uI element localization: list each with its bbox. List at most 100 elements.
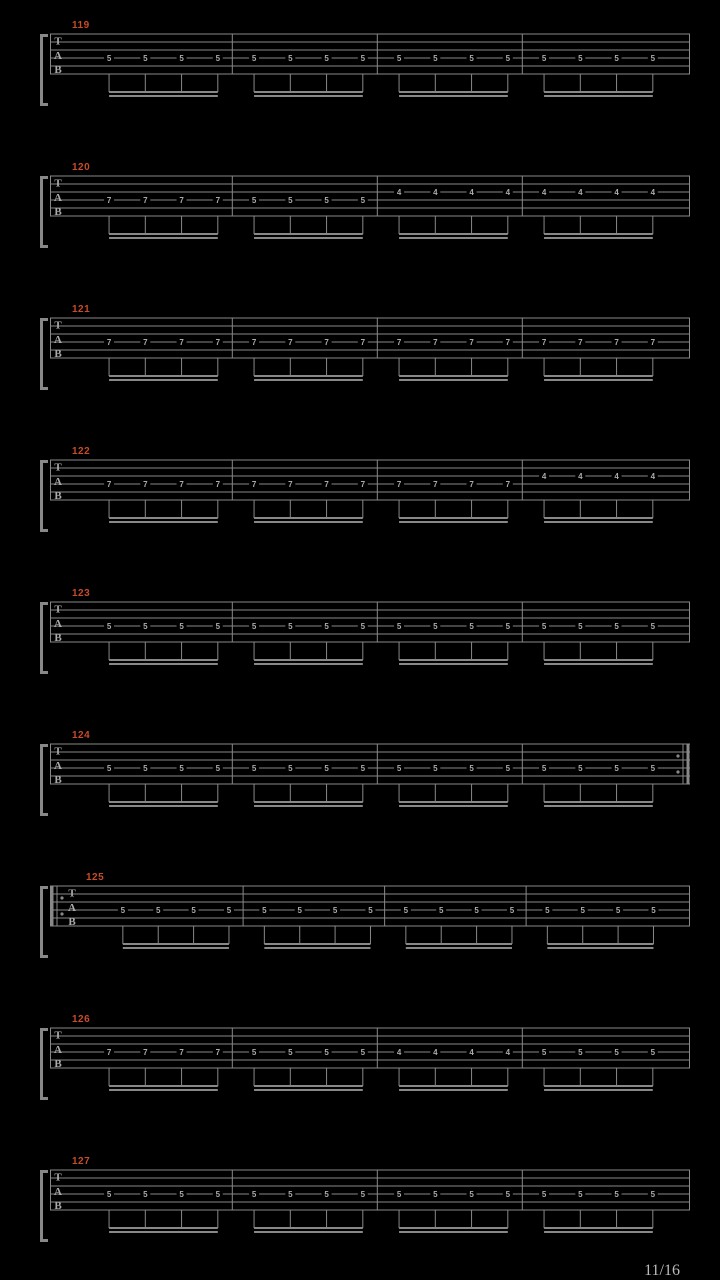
system-bracket: [40, 176, 48, 248]
svg-text:A: A: [54, 618, 62, 630]
svg-text:5: 5: [361, 1190, 366, 1199]
svg-text:7: 7: [288, 338, 293, 347]
svg-text:B: B: [54, 1058, 62, 1070]
svg-text:7: 7: [433, 480, 438, 489]
svg-text:5: 5: [651, 54, 656, 63]
svg-text:7: 7: [469, 338, 474, 347]
svg-text:7: 7: [143, 1048, 148, 1057]
svg-text:B: B: [68, 916, 76, 928]
svg-text:5: 5: [143, 1190, 148, 1199]
measure-number: 127: [72, 1156, 90, 1167]
tab-system: 127TAB5555555555555555: [50, 1156, 690, 1252]
svg-text:5: 5: [361, 1048, 366, 1057]
svg-text:B: B: [54, 774, 62, 786]
svg-text:5: 5: [433, 54, 438, 63]
svg-text:4: 4: [397, 188, 402, 197]
tab-staff: TAB7777555544445555: [50, 1014, 690, 1110]
svg-text:5: 5: [333, 906, 338, 915]
svg-text:4: 4: [469, 1048, 474, 1057]
tab-staff: TAB5555555555555555: [50, 872, 690, 968]
tab-system: 124TAB5555555555555555: [50, 730, 690, 826]
system-bracket: [40, 1170, 48, 1242]
svg-text:7: 7: [107, 338, 112, 347]
svg-text:5: 5: [252, 622, 257, 631]
svg-text:A: A: [54, 1044, 62, 1056]
svg-text:5: 5: [506, 622, 511, 631]
svg-text:4: 4: [614, 188, 619, 197]
svg-text:4: 4: [397, 1048, 402, 1057]
svg-text:5: 5: [545, 906, 550, 915]
svg-text:A: A: [54, 192, 62, 204]
svg-text:5: 5: [368, 906, 373, 915]
svg-text:4: 4: [651, 472, 656, 481]
svg-text:5: 5: [288, 1048, 293, 1057]
tab-system: 119TAB5555555555555555: [50, 20, 690, 116]
svg-text:7: 7: [324, 480, 329, 489]
svg-text:5: 5: [216, 54, 221, 63]
svg-text:5: 5: [361, 54, 366, 63]
svg-text:7: 7: [216, 1048, 221, 1057]
svg-text:A: A: [54, 476, 62, 488]
tab-staff: TAB5555555555555555: [50, 1156, 690, 1252]
svg-text:7: 7: [361, 338, 366, 347]
svg-text:5: 5: [469, 1190, 474, 1199]
svg-text:5: 5: [324, 1048, 329, 1057]
svg-text:5: 5: [324, 1190, 329, 1199]
svg-text:5: 5: [506, 764, 511, 773]
svg-text:7: 7: [433, 338, 438, 347]
system-bracket: [40, 1028, 48, 1100]
svg-text:7: 7: [216, 338, 221, 347]
svg-text:5: 5: [404, 906, 409, 915]
svg-text:5: 5: [288, 764, 293, 773]
svg-text:5: 5: [252, 1190, 257, 1199]
svg-text:5: 5: [580, 906, 585, 915]
tab-system: 120TAB7777555544444444: [50, 162, 690, 258]
svg-text:5: 5: [651, 1048, 656, 1057]
page-number: 11/16: [644, 1262, 680, 1280]
svg-text:7: 7: [107, 196, 112, 205]
svg-text:5: 5: [542, 1048, 547, 1057]
svg-text:5: 5: [288, 54, 293, 63]
svg-text:5: 5: [107, 54, 112, 63]
svg-text:7: 7: [143, 338, 148, 347]
system-bracket: [40, 318, 48, 390]
svg-text:5: 5: [578, 622, 583, 631]
svg-text:7: 7: [361, 480, 366, 489]
svg-text:5: 5: [469, 54, 474, 63]
tab-staff: TAB7777777777777777: [50, 304, 690, 400]
svg-text:5: 5: [107, 764, 112, 773]
svg-text:7: 7: [469, 480, 474, 489]
svg-text:5: 5: [651, 764, 656, 773]
measure-number: 125: [86, 872, 104, 883]
svg-text:B: B: [54, 632, 62, 644]
measure-number: 126: [72, 1014, 90, 1025]
tab-page: 119TAB5555555555555555120TAB777755554444…: [0, 20, 720, 1280]
svg-text:5: 5: [179, 764, 184, 773]
svg-text:T: T: [68, 887, 76, 899]
svg-text:7: 7: [107, 1048, 112, 1057]
svg-text:5: 5: [288, 622, 293, 631]
tab-staff: TAB5555555555555555: [50, 20, 690, 116]
svg-text:A: A: [54, 760, 62, 772]
svg-text:B: B: [54, 206, 62, 218]
tab-staff: TAB7777555544444444: [50, 162, 690, 258]
svg-text:7: 7: [216, 196, 221, 205]
svg-text:7: 7: [107, 480, 112, 489]
tab-staff: TAB5555555555555555: [50, 730, 690, 826]
tab-system: 126TAB7777555544445555: [50, 1014, 690, 1110]
svg-text:5: 5: [397, 54, 402, 63]
svg-text:4: 4: [506, 1048, 511, 1057]
svg-text:5: 5: [143, 622, 148, 631]
svg-text:5: 5: [143, 54, 148, 63]
measure-number: 124: [72, 730, 90, 741]
svg-text:4: 4: [433, 188, 438, 197]
svg-text:7: 7: [179, 480, 184, 489]
svg-text:7: 7: [143, 196, 148, 205]
svg-text:5: 5: [216, 764, 221, 773]
svg-text:4: 4: [542, 188, 547, 197]
svg-text:5: 5: [651, 1190, 656, 1199]
svg-text:5: 5: [361, 196, 366, 205]
svg-text:7: 7: [578, 338, 583, 347]
svg-text:5: 5: [651, 906, 656, 915]
svg-text:5: 5: [433, 764, 438, 773]
